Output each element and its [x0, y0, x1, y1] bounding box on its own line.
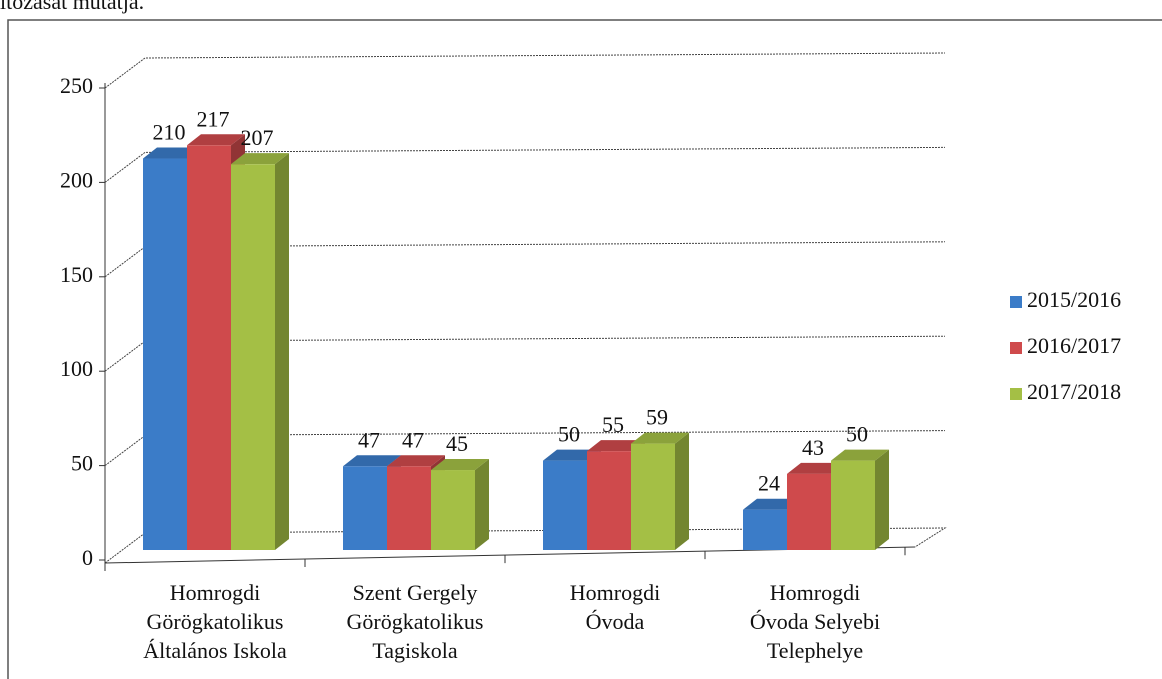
bar-front	[231, 164, 275, 550]
grid-line	[104, 146, 946, 183]
value-label: 45	[446, 431, 468, 456]
value-label: 59	[646, 405, 668, 430]
value-label: 55	[602, 412, 624, 437]
bar	[831, 449, 889, 550]
legend-label: 2016/2017	[1027, 333, 1121, 358]
bar-front	[387, 466, 431, 550]
x-tick-label: Szent Gergely Görögkatolikus Tagiskola	[347, 580, 484, 663]
bar-front	[543, 460, 587, 550]
bar-top	[343, 455, 401, 467]
legend-swatch	[1010, 342, 1022, 354]
x-tick-label-line: Általános Iskola	[143, 638, 287, 663]
value-label: 207	[241, 125, 274, 150]
bar-side	[875, 449, 889, 550]
value-label: 210	[153, 120, 186, 145]
bar-front	[743, 509, 787, 550]
bar-side	[275, 153, 289, 550]
x-tick-label-line: Óvoda Selyebi	[750, 609, 880, 634]
value-label: 47	[358, 427, 380, 452]
x-tick-label-line: Görögkatolikus	[147, 609, 284, 634]
bar-top	[587, 440, 645, 452]
value-label: 47	[402, 427, 424, 452]
bar-front	[587, 451, 631, 550]
bar-top	[143, 147, 201, 159]
bar-front	[431, 470, 475, 550]
value-label: 24	[758, 471, 780, 496]
x-tick-label-line: Tagiskola	[372, 638, 457, 663]
x-tick-label-line: Óvoda	[586, 609, 645, 634]
value-label: 217	[197, 106, 230, 131]
x-tick-label-line: Homrogdi	[170, 580, 260, 605]
value-label: 50	[558, 422, 580, 447]
bar-front	[631, 443, 675, 550]
bar-top	[787, 462, 845, 474]
y-tick-label: 0	[82, 545, 93, 570]
bar-front	[343, 466, 387, 550]
bar-top	[743, 498, 801, 510]
x-tick-label-line: Görögkatolikus	[347, 609, 484, 634]
y-tick-label: 100	[60, 356, 93, 381]
x-tick-label: Homrogdi Görögkatolikus Általános Iskola	[143, 580, 287, 663]
y-tick-label: 250	[60, 73, 93, 98]
bar-front	[187, 145, 231, 550]
legend-swatch	[1010, 388, 1022, 400]
value-label: 43	[802, 435, 824, 460]
grid-line	[104, 52, 946, 89]
bar-top	[831, 449, 889, 461]
bar-top	[231, 153, 289, 165]
x-tick-label-line: Szent Gergely	[353, 580, 478, 605]
frame	[7, 19, 1162, 679]
y-tick-label: 200	[60, 167, 93, 192]
bar-top	[187, 134, 245, 146]
bar-top	[387, 455, 445, 467]
y-tick-label: 150	[60, 262, 93, 287]
legend-swatch	[1010, 296, 1022, 308]
bar-front	[143, 158, 187, 550]
x-tick-label: Homrogdi Óvoda Selyebi Telephelye	[750, 580, 880, 663]
bar	[431, 459, 489, 550]
x-tick-label-line: Homrogdi	[770, 580, 860, 605]
legend-label: 2017/2018	[1027, 379, 1121, 404]
x-tick-label-line: Homrogdi	[570, 580, 660, 605]
caption: ltozását mutatja.	[0, 0, 144, 14]
bar-top	[431, 459, 489, 471]
legend-label: 2015/2016	[1027, 287, 1121, 312]
x-tick-label: Homrogdi Óvoda	[570, 580, 660, 634]
bar-front	[787, 473, 831, 550]
x-tick-label-line: Telephelye	[767, 638, 863, 663]
bar-side	[675, 432, 689, 550]
bar-top	[543, 449, 601, 461]
bar-front	[831, 460, 875, 550]
value-label: 50	[846, 422, 868, 447]
bar-top	[631, 432, 689, 444]
y-tick-label: 50	[71, 451, 93, 476]
bar	[631, 432, 689, 550]
bar-side	[475, 459, 489, 550]
bar	[231, 153, 289, 550]
